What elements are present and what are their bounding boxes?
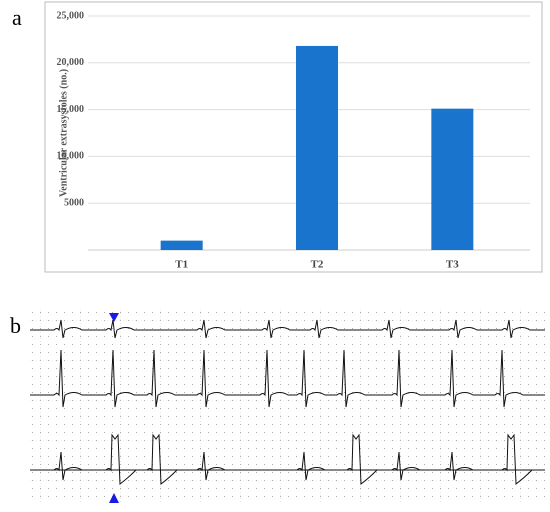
ecg-trace [30,451,545,481]
bar [431,108,474,250]
y-tick-label: 5000 [64,197,84,208]
x-tick-label: T2 [311,259,324,271]
ecg-traces [30,319,545,485]
x-tick-label: T1 [175,259,188,271]
y-tick-label: 15,000 [57,104,85,115]
marker [109,493,119,503]
panel-label: a [12,5,22,30]
bar [160,240,203,250]
y-axis-label: Ventricular extrasystoles (no.) [58,69,69,197]
y-tick-label: 20,000 [57,57,85,68]
ecg-trace [30,433,545,485]
marker [109,313,119,322]
ecg-strip [30,308,545,503]
ecg-trace [30,319,545,339]
panel-label: b [10,313,21,338]
ecg-trace [30,349,545,408]
y-tick-label: 25,000 [57,10,85,21]
ecg-grid [30,308,545,502]
x-tick-label: T3 [446,259,459,271]
bar [296,45,338,251]
plot: 5000 10,000 15,000 20,000 25,000 T1 T2 T3 [57,10,530,271]
y-tick-label: 10,000 [57,151,85,162]
